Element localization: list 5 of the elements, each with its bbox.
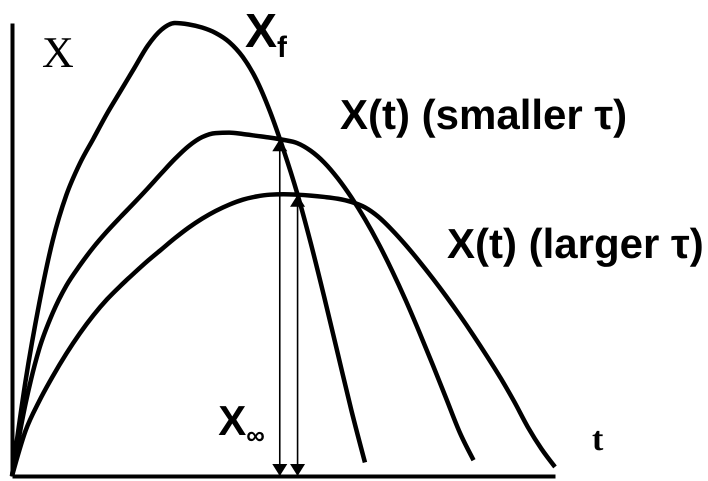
annotation: X∞ — [218, 397, 265, 450]
y-axis-title: X — [42, 28, 74, 77]
series-label: X(t) (larger τ) — [447, 220, 704, 267]
series-label: X(t) (smaller τ) — [340, 91, 628, 138]
x-axis-title: t — [592, 421, 604, 458]
